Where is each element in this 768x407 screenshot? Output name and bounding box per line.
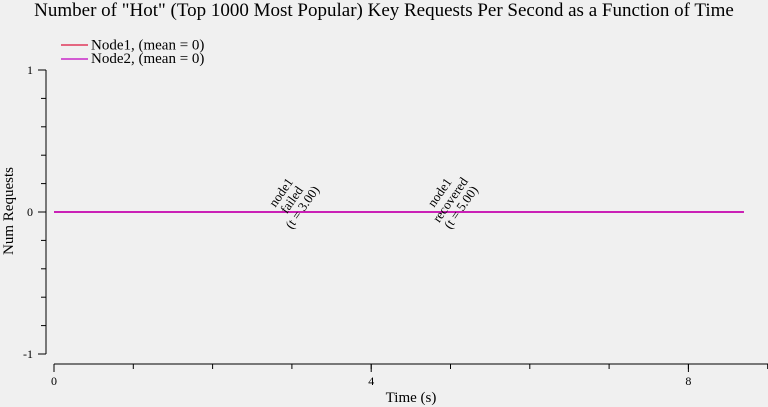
y-tick-label: 1 xyxy=(27,63,33,77)
y-axis-ticks: -1 0 1 xyxy=(23,63,46,361)
x-tick-label: 4 xyxy=(368,374,374,388)
x-axis-label: Time (s) xyxy=(386,390,437,406)
legend-label-node1: Node1, (mean = 0) xyxy=(91,38,204,54)
y-axis-label: Num Requests xyxy=(1,167,17,255)
x-axis-ticks: 0 4 8 xyxy=(51,364,768,388)
y-tick-label: -1 xyxy=(23,347,33,361)
chart-title: Number of "Hot" (Top 1000 Most Popular) … xyxy=(34,0,734,21)
x-tick-label: 8 xyxy=(685,374,691,388)
x-tick-label: 0 xyxy=(51,374,57,388)
legend: Node1, (mean = 0) Node2, (mean = 0) xyxy=(61,38,204,67)
legend-label-node2: Node2, (mean = 0) xyxy=(91,51,204,67)
y-tick-label: 0 xyxy=(27,205,33,219)
